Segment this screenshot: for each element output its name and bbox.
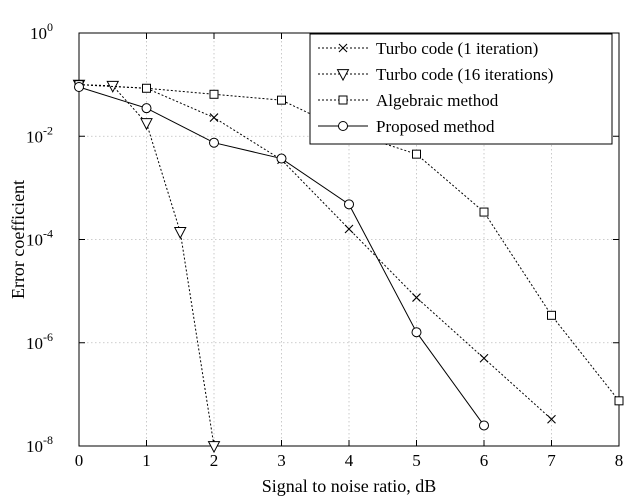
data-point [479, 207, 489, 217]
y-tick-label: 10-8 [26, 433, 53, 456]
legend-item: Turbo code (16 iterations) [318, 65, 553, 84]
data-point [173, 227, 187, 240]
data-point [209, 137, 219, 148]
x-tick-label: 3 [277, 451, 286, 470]
data-point [614, 396, 624, 406]
y-axis-label: Error coefficient [8, 180, 28, 299]
data-point [142, 83, 151, 93]
legend-label: Proposed method [376, 117, 495, 136]
legend: Turbo code (1 iteration) Turbo code (16 i… [309, 33, 613, 145]
data-point [412, 293, 421, 302]
data-point [209, 113, 219, 122]
data-point [207, 441, 221, 454]
y-tick-label: 10-6 [26, 330, 53, 353]
legend-marker [336, 69, 350, 82]
legend-marker [338, 95, 348, 105]
legend-label: Algebraic method [376, 91, 499, 110]
series-4 [74, 81, 489, 431]
x-tick-label: 1 [142, 451, 151, 470]
data-point [276, 153, 287, 164]
legend-label: Turbo code (16 iterations) [376, 65, 553, 84]
series-line [78, 84, 552, 420]
x-axis-label: Signal to noise ratio, dB [262, 476, 437, 496]
x-tick-label: 2 [210, 451, 219, 470]
legend-marker [338, 43, 348, 53]
x-tick-label: 8 [615, 451, 624, 470]
x-tick-labels: 0 1 2 3 4 5 6 7 8 [75, 451, 624, 470]
data-point [412, 149, 421, 159]
data-point [140, 118, 153, 131]
data-point [209, 89, 219, 99]
data-point [344, 224, 354, 234]
series-2 [72, 79, 221, 454]
data-point [479, 420, 489, 431]
y-tick-label: 100 [30, 20, 53, 43]
legend-label: Turbo code (1 iteration) [376, 39, 538, 58]
data-point [411, 327, 422, 338]
y-tick-labels: 100 10-2 10-4 10-6 10-8 [26, 20, 53, 456]
data-point [547, 414, 556, 424]
data-point [547, 310, 556, 320]
x-tick-label: 7 [547, 451, 556, 470]
x-tick-label: 0 [75, 451, 84, 470]
y-tick-label: 10-4 [26, 227, 53, 250]
data-point [277, 95, 286, 105]
data-point [479, 353, 489, 363]
x-tick-label: 5 [412, 451, 421, 470]
legend-item: Algebraic method [318, 91, 499, 110]
x-tick-label: 4 [345, 451, 354, 470]
x-tick-label: 6 [480, 451, 489, 470]
data-point [141, 103, 152, 114]
legend-item: Proposed method [318, 117, 495, 136]
legend-item: Turbo code (1 iteration) [318, 39, 538, 58]
legend-marker [338, 121, 348, 131]
data-point [344, 199, 354, 210]
y-tick-label: 10-2 [26, 123, 53, 146]
data-point [74, 81, 84, 92]
